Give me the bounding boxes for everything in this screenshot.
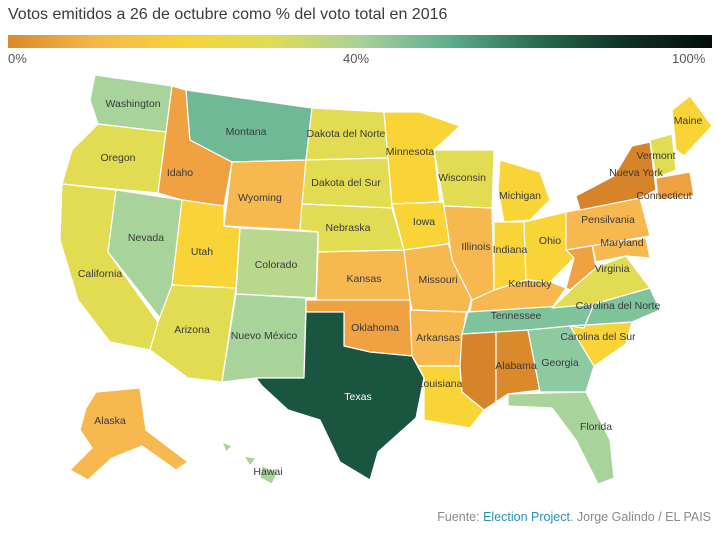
label-alabama: Alabama [495, 360, 537, 372]
label-alaska: Alaska [94, 415, 126, 427]
state-maine[interactable] [671, 95, 713, 157]
label-nevada: Nevada [128, 232, 164, 244]
label-minnesota: Minnesota [386, 146, 435, 158]
label-nebraska: Nebraska [326, 222, 371, 234]
state-oregon[interactable] [61, 123, 167, 194]
label-oregon: Oregon [100, 152, 135, 164]
label-nueva-york: Nueva York [609, 167, 663, 179]
state-hawaii[interactable] [221, 441, 279, 485]
label-virginia: Virginia [595, 263, 630, 275]
label-missouri: Missouri [418, 274, 457, 286]
label-tennessee: Tennessee [491, 310, 542, 322]
label-louisiana: Louisiana [418, 378, 463, 390]
scale-tick-100: 100% [672, 51, 706, 66]
label-montana: Montana [226, 126, 267, 138]
label-pensilvania: Pensilvania [581, 214, 635, 226]
label-michigan: Michigan [499, 190, 541, 202]
label-wyoming: Wyoming [238, 192, 282, 204]
label-idaho: Idaho [167, 167, 193, 179]
state-alaska[interactable] [69, 387, 189, 481]
label-vermont: Vermont [636, 150, 675, 162]
source-suffix: . Jorge Galindo / EL PAIS [569, 510, 711, 524]
label-arkansas: Arkansas [416, 332, 460, 344]
label-california: California [78, 268, 123, 280]
color-scale-bar [8, 35, 712, 48]
state-ohio[interactable] [523, 211, 575, 283]
label-carolina-sur: Carolina del Sur [560, 331, 636, 343]
state-connecticut[interactable] [655, 171, 695, 201]
label-texas: Texas [344, 391, 371, 403]
state-nueva-york[interactable] [575, 141, 657, 211]
label-dakota-norte: Dakota del Norte [307, 128, 386, 140]
label-hawaii: Hawai [253, 466, 282, 478]
source-footer: Fuente: Election Project. Jorge Galindo … [437, 510, 711, 524]
label-colorado: Colorado [255, 259, 298, 271]
label-indiana: Indiana [493, 244, 528, 256]
source-link[interactable]: Election Project [483, 510, 570, 524]
state-alabama[interactable] [495, 329, 541, 403]
label-maryland: Maryland [600, 237, 643, 249]
label-kansas: Kansas [346, 273, 381, 285]
label-ohio: Ohio [539, 235, 561, 247]
label-carolina-norte: Carolina del Norte [576, 300, 661, 312]
label-nuevo-mexico: Nuevo México [231, 330, 298, 342]
state-maryland[interactable] [591, 237, 651, 263]
us-map: Washington Oregon California Nevada Idah… [59, 74, 713, 485]
state-georgia[interactable] [527, 325, 595, 393]
state-texas[interactable] [255, 311, 425, 481]
chart-title: Votos emitidos a 26 de octubre como % de… [8, 6, 448, 23]
label-dakota-sur: Dakota del Sur [311, 177, 381, 189]
label-kentucky: Kentucky [508, 278, 552, 290]
state-vermont[interactable] [649, 133, 677, 179]
label-florida: Florida [580, 421, 612, 433]
label-oklahoma: Oklahoma [351, 322, 399, 334]
label-iowa: Iowa [413, 216, 435, 228]
scale-tick-0: 0% [8, 51, 27, 66]
label-maine: Maine [674, 115, 703, 127]
label-illinois: Illinois [461, 241, 490, 253]
source-prefix: Fuente: [437, 510, 484, 524]
label-georgia: Georgia [541, 357, 579, 369]
label-arizona: Arizona [174, 324, 210, 336]
label-utah: Utah [191, 246, 213, 258]
label-wisconsin: Wisconsin [438, 172, 486, 184]
label-washington: Washington [105, 98, 160, 110]
scale-tick-40: 40% [343, 51, 370, 66]
label-connecticut: Connecticut [636, 190, 692, 202]
state-florida[interactable] [507, 391, 615, 485]
